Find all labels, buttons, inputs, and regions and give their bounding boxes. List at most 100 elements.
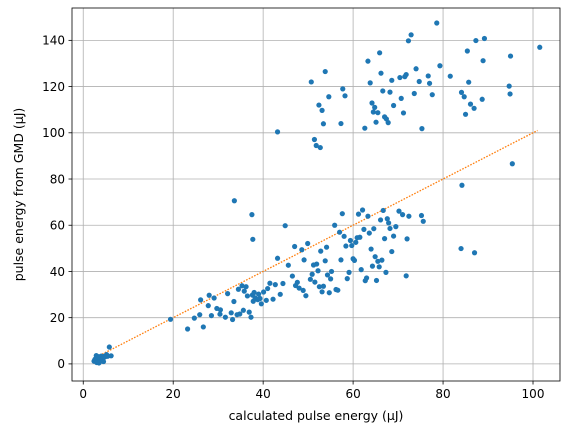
data-point — [100, 358, 107, 365]
data-point — [340, 86, 346, 92]
data-point — [403, 273, 409, 279]
data-point — [316, 102, 322, 108]
data-point — [420, 218, 426, 224]
data-point — [425, 73, 431, 79]
data-point — [338, 120, 344, 127]
data-point — [467, 101, 474, 107]
data-point — [235, 286, 242, 292]
data-point — [320, 283, 327, 289]
plot-frame — [71, 7, 561, 382]
data-point — [379, 257, 385, 263]
data-point — [249, 212, 255, 218]
data-point — [319, 107, 325, 113]
data-point — [393, 224, 399, 230]
data-point — [328, 276, 334, 282]
data-point — [464, 48, 470, 54]
data-point — [369, 100, 375, 106]
data-point — [222, 314, 228, 320]
data-point — [371, 226, 377, 232]
data-point — [184, 326, 191, 332]
data-point — [480, 58, 486, 64]
data-point — [319, 289, 325, 295]
data-point — [294, 279, 300, 285]
data-point — [244, 293, 251, 299]
data-point — [274, 129, 281, 135]
data-point — [447, 73, 453, 79]
data-point — [267, 280, 273, 286]
data-point — [418, 212, 425, 219]
data-point — [365, 58, 371, 64]
data-point — [312, 279, 318, 285]
data-point — [373, 277, 380, 284]
data-point — [95, 354, 101, 361]
data-point — [380, 207, 386, 214]
data-point — [305, 240, 311, 247]
data-point — [299, 247, 305, 253]
data-point — [167, 316, 174, 322]
data-point — [385, 120, 391, 126]
data-point — [316, 284, 322, 290]
data-point — [347, 237, 354, 244]
data-point — [481, 35, 488, 42]
data-point — [458, 89, 465, 95]
data-point — [389, 248, 395, 255]
data-point — [285, 262, 291, 268]
data-point — [231, 198, 237, 204]
data-point — [387, 89, 393, 95]
data-point — [377, 217, 384, 223]
data-point — [365, 213, 371, 219]
data-point — [250, 236, 256, 242]
data-point — [217, 311, 223, 317]
data-point — [317, 144, 323, 151]
data-point — [311, 136, 318, 143]
y-tick-label: 60 — [50, 219, 65, 233]
data-point — [314, 261, 320, 267]
data-point — [466, 79, 472, 85]
data-point — [300, 287, 306, 294]
data-point — [458, 245, 464, 252]
data-point — [416, 78, 422, 85]
data-point — [404, 236, 410, 242]
data-point — [211, 295, 217, 301]
data-point — [413, 66, 419, 72]
data-point — [506, 83, 512, 89]
data-point — [373, 119, 379, 125]
fit-line-series — [93, 129, 538, 359]
data-point — [362, 125, 368, 131]
data-point — [383, 269, 389, 275]
data-point — [429, 92, 435, 98]
data-point — [239, 283, 245, 289]
data-point — [263, 297, 269, 303]
x-tick-label: 100 — [522, 387, 545, 401]
y-tick-label: 20 — [50, 311, 65, 325]
data-point — [459, 182, 465, 188]
x-tick-label: 40 — [256, 387, 271, 401]
data-point — [359, 207, 366, 213]
y-axis-label: pulse energy from GMD (μJ) — [11, 108, 26, 282]
data-point — [197, 312, 203, 318]
data-point — [411, 90, 417, 97]
y-tick-label: 140 — [42, 34, 65, 48]
data-point — [106, 344, 112, 350]
data-point — [191, 315, 197, 321]
data-point — [246, 309, 252, 315]
data-point — [387, 225, 393, 232]
data-point — [384, 216, 390, 222]
data-point — [346, 269, 352, 275]
data-point — [265, 285, 271, 292]
data-point — [323, 244, 330, 250]
y-tick-label: 120 — [42, 80, 65, 94]
y-axis-ticks: 0 20 40 60 80 100 120 140 — [42, 34, 72, 371]
data-point — [380, 88, 386, 94]
data-point — [378, 70, 384, 76]
data-point — [381, 236, 388, 242]
data-point — [248, 314, 254, 320]
data-point — [367, 80, 373, 86]
data-point — [320, 121, 327, 127]
data-point — [296, 285, 302, 291]
data-point — [342, 93, 348, 99]
data-point — [461, 94, 467, 100]
data-point — [399, 212, 406, 218]
data-point — [243, 284, 249, 290]
